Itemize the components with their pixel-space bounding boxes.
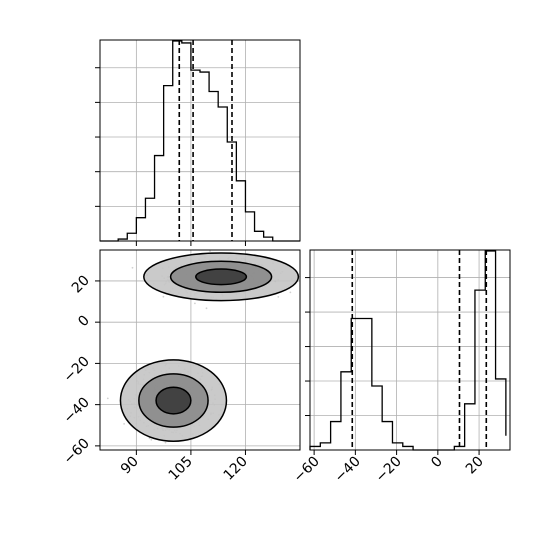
joint-contour bbox=[155, 386, 192, 415]
hist1-xtick-label-neg20: −20 bbox=[373, 454, 405, 486]
joint-density-fill bbox=[120, 253, 299, 442]
joint-ytick-label-neg40: −40 bbox=[61, 395, 93, 427]
joint-scatter-point bbox=[164, 441, 167, 444]
joint-contours bbox=[119, 252, 300, 442]
joint-scatter-point bbox=[289, 291, 292, 294]
joint-contour bbox=[138, 373, 209, 428]
joint-scatter-point bbox=[131, 266, 134, 269]
marginal-histogram-param1 bbox=[305, 249, 511, 455]
joint-scatter-point bbox=[123, 423, 125, 425]
joint-ytick-label-20: 20 bbox=[69, 273, 93, 297]
hist0-quantile-lines bbox=[178, 40, 233, 241]
joint-xtick-label-105: 105 bbox=[166, 454, 196, 484]
joint-scatter-point bbox=[301, 270, 303, 272]
tick-labels: 20 0 −20 −40 −60 90 105 120 −60 −40 −20 … bbox=[61, 273, 487, 486]
joint-scatter-point bbox=[162, 295, 165, 298]
hist1-xtick-label-0: 0 bbox=[428, 454, 446, 472]
hist1-grid bbox=[310, 250, 510, 450]
joint-frame bbox=[99, 249, 301, 451]
joint-scatter-point bbox=[150, 438, 153, 441]
joint-scatter-point bbox=[106, 397, 109, 400]
hist1-ticks bbox=[305, 277, 480, 455]
joint-scatter-point bbox=[277, 296, 280, 298]
hist0-step bbox=[100, 40, 300, 242]
hist0-frame bbox=[99, 39, 301, 242]
hist1-step bbox=[309, 250, 507, 451]
hist1-xtick-label-20: 20 bbox=[463, 454, 487, 478]
hist1-quantile-lines bbox=[351, 250, 488, 450]
joint-ytick-label-0: 0 bbox=[75, 313, 93, 331]
joint-contour bbox=[119, 359, 228, 442]
joint-contour bbox=[195, 268, 248, 286]
hist1-xtick-label-neg60: −60 bbox=[291, 454, 323, 486]
joint-scatter-point bbox=[205, 307, 208, 310]
joint-contour bbox=[143, 252, 300, 302]
hist0-grid bbox=[100, 40, 300, 241]
hist1-xtick-label-neg40: −40 bbox=[332, 454, 364, 486]
joint-xtick-label-120: 120 bbox=[221, 454, 251, 484]
joint-ytick-label-neg20: −20 bbox=[61, 354, 93, 386]
joint-ytick-label-neg60: −60 bbox=[61, 436, 93, 468]
hist0-ticks bbox=[95, 67, 246, 246]
joint-density-level bbox=[156, 387, 191, 414]
joint-ticks bbox=[95, 280, 246, 455]
joint-contour bbox=[169, 260, 273, 294]
joint-density-panel bbox=[95, 249, 303, 455]
joint-xtick-label-90: 90 bbox=[118, 454, 142, 478]
marginal-histogram-param0 bbox=[95, 39, 301, 246]
joint-density-level bbox=[195, 269, 247, 285]
hist1-frame bbox=[309, 249, 511, 451]
joint-scatter-point bbox=[194, 302, 196, 305]
joint-scatter-point bbox=[209, 250, 211, 253]
